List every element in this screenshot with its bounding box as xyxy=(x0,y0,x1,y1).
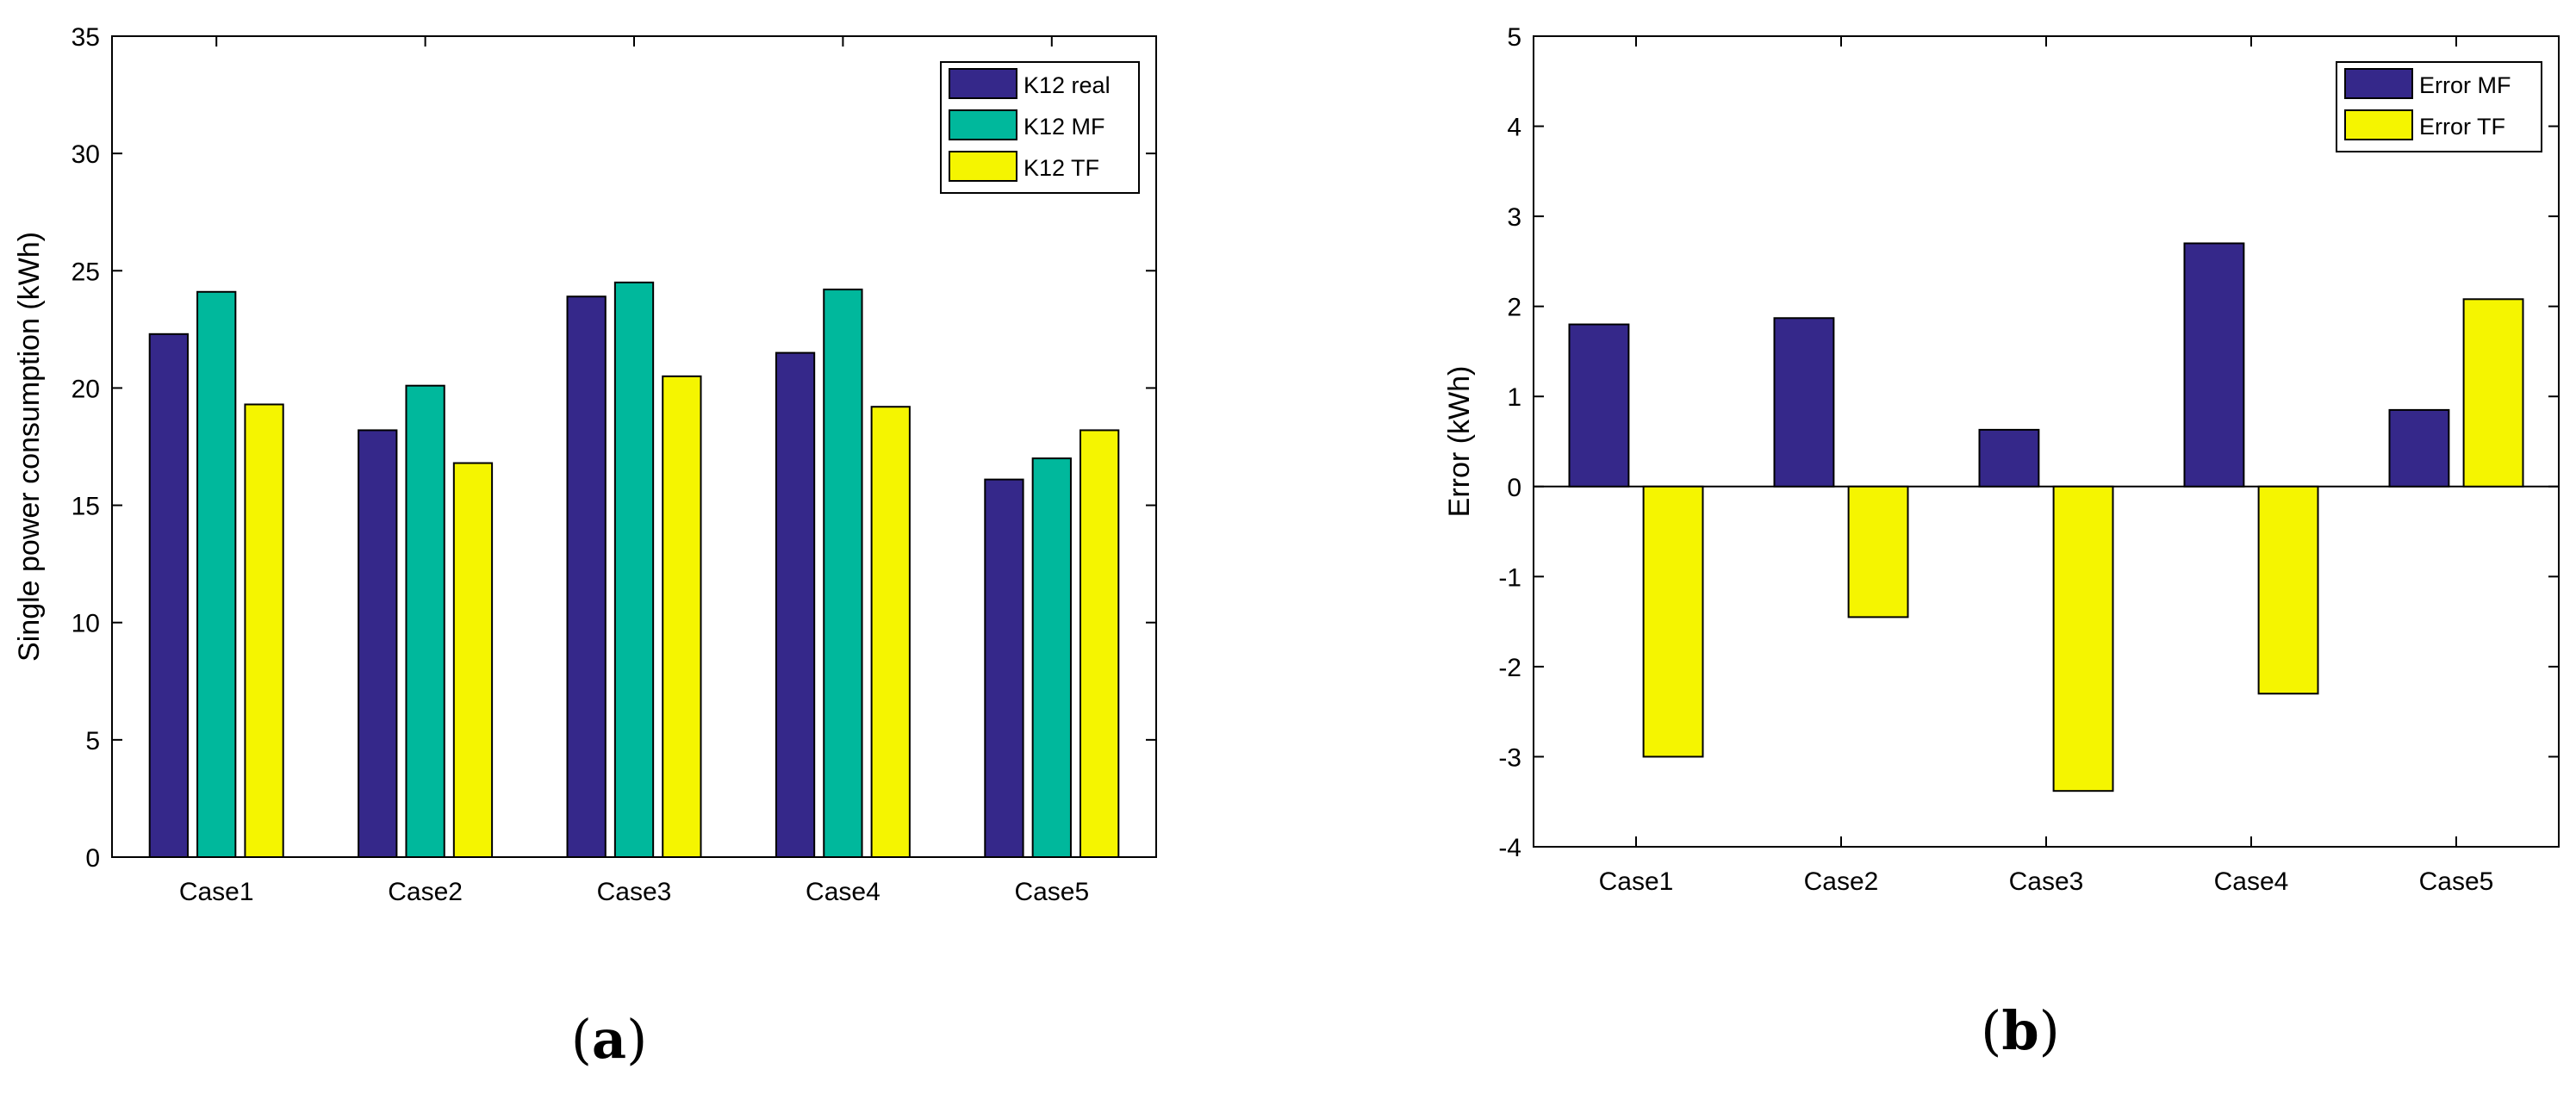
caption-a-letter: a xyxy=(591,1008,627,1071)
x-tick-label: Case4 xyxy=(2214,867,2289,896)
bar-error-tf xyxy=(2052,485,2114,793)
bar-k12-real xyxy=(358,429,398,858)
legend: K12 real K12 MF K12 TF xyxy=(940,61,1140,194)
y-tick-label: 25 xyxy=(72,258,100,286)
bar-error-mf xyxy=(1978,428,2040,488)
x-tick-label: Case3 xyxy=(597,878,672,906)
legend-swatch xyxy=(949,109,1017,140)
caption-b-open: ( xyxy=(1981,999,2002,1062)
legend-label: K12 real xyxy=(1024,72,1111,98)
bar-k12-real xyxy=(775,351,816,859)
bar-error-tf xyxy=(1847,485,1909,618)
legend-label: K12 TF xyxy=(1024,155,1099,181)
y-tick-label: 3 xyxy=(1507,203,1521,232)
bar-error-mf xyxy=(1773,317,1835,488)
x-tick-label: Case5 xyxy=(2419,867,2494,896)
bar-k12-tf xyxy=(452,462,494,858)
caption-a-open: ( xyxy=(570,1008,592,1071)
y-tick-label: -1 xyxy=(1498,563,1521,592)
legend-label: Error MF xyxy=(2419,72,2511,98)
y-tick-label: 2 xyxy=(1507,294,1521,322)
bar-error-mf xyxy=(2183,242,2245,488)
y-tick-label: 35 xyxy=(72,23,100,52)
y-tick-label: 5 xyxy=(85,727,100,755)
legend-swatch xyxy=(949,68,1017,99)
y-tick-label: 5 xyxy=(1507,23,1521,52)
x-tick-label: Case3 xyxy=(2009,867,2084,896)
bar-error-mf xyxy=(1568,323,1630,488)
x-tick-label: Case2 xyxy=(1804,867,1879,896)
bar-k12-real xyxy=(984,478,1024,858)
x-tick-label: Case4 xyxy=(806,878,880,906)
bar-k12-tf xyxy=(244,403,284,858)
legend-label: Error TF xyxy=(2419,114,2505,140)
x-tick-label: Case1 xyxy=(179,878,254,906)
bar-k12-tf xyxy=(870,406,911,858)
y-tick-label: 1 xyxy=(1507,383,1521,412)
y-axis-label: Single power consumption (kWh) xyxy=(13,232,46,662)
bar-k12-mf xyxy=(613,281,655,858)
bar-k12-mf xyxy=(823,289,863,859)
y-tick-label: -3 xyxy=(1498,743,1521,772)
y-tick-label: -2 xyxy=(1498,654,1521,682)
bar-k12-tf xyxy=(1080,429,1120,858)
bar-k12-tf xyxy=(662,375,702,859)
caption-a: (a) xyxy=(571,1008,648,1071)
x-tick-label: Case5 xyxy=(1014,878,1089,906)
y-tick-label: 0 xyxy=(1507,474,1521,502)
y-tick-label: 20 xyxy=(72,375,100,403)
bar-error-tf xyxy=(1642,485,1704,758)
bar-error-tf xyxy=(2462,298,2524,488)
y-axis-label: Error (kWh) xyxy=(1443,366,1476,518)
caption-a-close: ) xyxy=(626,1008,648,1071)
bar-k12-mf xyxy=(1031,457,1072,858)
legend-swatch xyxy=(2344,68,2413,99)
legend-swatch xyxy=(949,151,1017,182)
bar-k12-real xyxy=(148,333,189,858)
x-tick-label: Case2 xyxy=(388,878,463,906)
y-tick-label: 30 xyxy=(72,140,100,169)
bar-error-tf xyxy=(2257,485,2319,695)
caption-b-close: ) xyxy=(2038,999,2060,1062)
y-tick-label: 4 xyxy=(1507,114,1521,142)
y-tick-label: -4 xyxy=(1498,834,1521,862)
legend-label: K12 MF xyxy=(1024,114,1105,140)
bar-k12-real xyxy=(566,295,607,859)
chart-panel-2: -4 -3 -2 -1 0 1 2 3 4 5 Case1 Case2 Case3 Case4 Case5 E… xyxy=(1443,23,2560,896)
legend-swatch xyxy=(2344,109,2413,140)
legend: Error MF Error TF xyxy=(2336,61,2542,152)
x-tick-label: Case1 xyxy=(1599,867,1674,896)
bar-k12-mf xyxy=(405,384,445,859)
bar-k12-mf xyxy=(196,290,237,858)
caption-b-letter: b xyxy=(2001,999,2039,1062)
chart-panel-1: 0 5 10 15 20 25 30 35 Case1 Case2 Case3 Case4 Case5 S… xyxy=(13,23,1157,906)
bar-error-mf xyxy=(2388,408,2450,488)
caption-b: (b) xyxy=(1981,999,2060,1062)
y-tick-label: 15 xyxy=(72,493,100,521)
y-tick-label: 0 xyxy=(85,844,100,873)
y-tick-label: 10 xyxy=(72,610,100,638)
